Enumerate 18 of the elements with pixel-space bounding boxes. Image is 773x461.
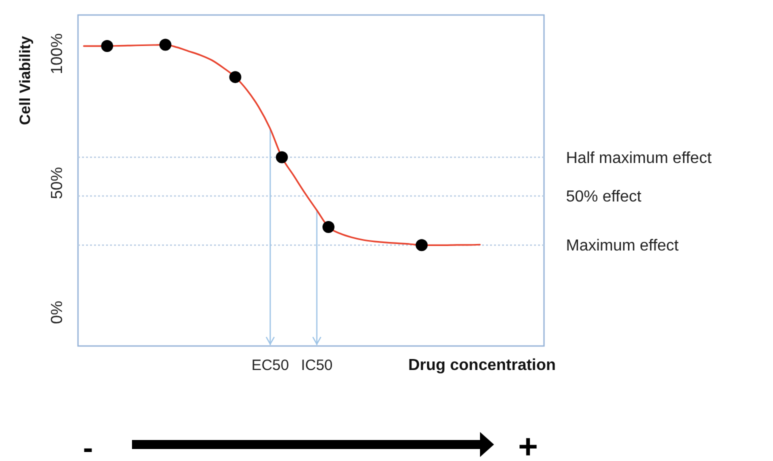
y-tick-label: 0% [49,300,66,324]
ref-line-label: Half maximum effect [566,150,712,167]
x-axis-title: Drug concentration [408,357,556,374]
point [416,239,428,252]
point [101,40,114,52]
x-tick-label: EC50 [251,357,289,374]
ref-line-label: 50% effect [566,188,642,206]
point [159,38,172,51]
y-tick-label: 50% [49,167,66,200]
y-tick-label: 100% [49,33,66,74]
y-axis-title: Cell Viability [17,35,34,125]
point [322,221,334,234]
ref-line-label: Maximum effect [566,238,680,255]
point [229,71,242,84]
text: + [518,428,538,461]
x-tick-label: IC50 [300,357,333,374]
point [276,151,288,164]
text: - [83,432,93,461]
